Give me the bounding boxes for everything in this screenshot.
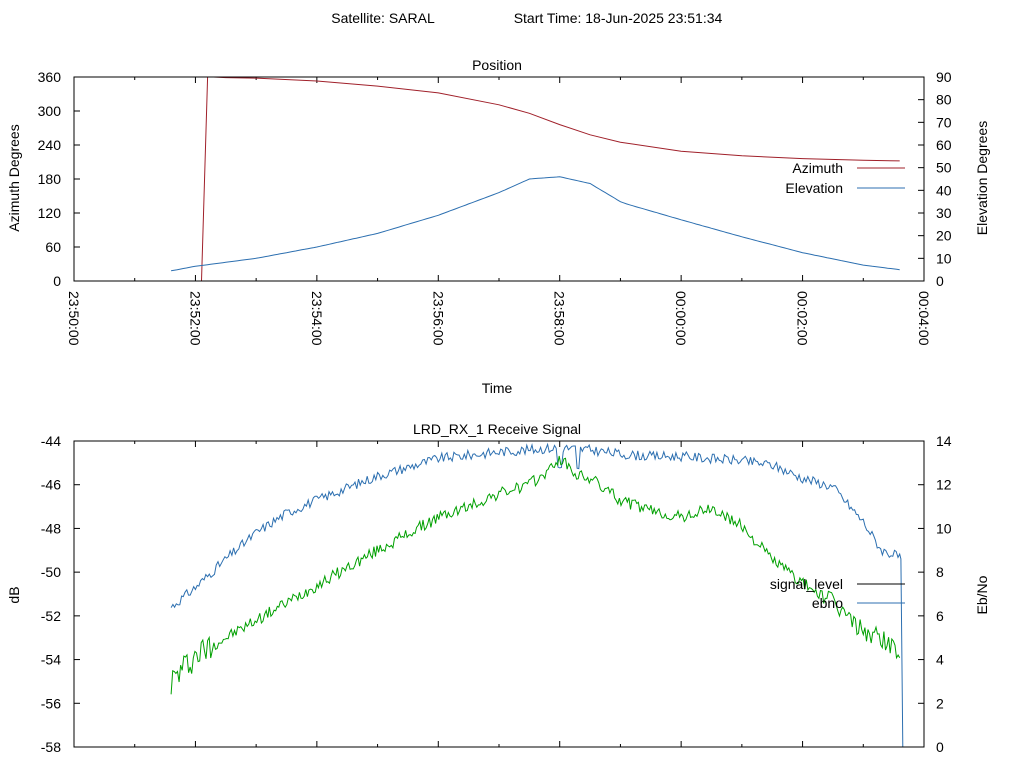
- start-time-label: Start Time: 18-Jun-2025 23:51:34: [514, 10, 723, 26]
- satellite-label: Satellite: SARAL: [331, 10, 435, 26]
- elevation-tick-label: 70: [936, 114, 952, 130]
- legend-label: Azimuth: [792, 160, 843, 176]
- time-tick-label: 23:54:00: [309, 291, 325, 346]
- receive-signal-chart: LRD_RX_1 Receive Signal dB Eb/No -58-56-…: [6, 421, 990, 755]
- legend-label: ebno: [812, 595, 843, 611]
- ebno-tick-label: 14: [936, 433, 952, 449]
- azimuth-tick-label: 360: [38, 69, 62, 85]
- receive-signal-series: [170, 442, 904, 748]
- time-axis-label: Time: [482, 380, 513, 396]
- elevation-line: [171, 176, 900, 272]
- db-tick-label: -54: [41, 652, 61, 668]
- ebno-tick-label: 12: [936, 477, 952, 493]
- azimuth-axis-label: Azimuth Degrees: [6, 124, 22, 231]
- position-plot-frame: [73, 76, 925, 282]
- db-tick-label: -58: [41, 739, 61, 755]
- ebno-tick-label: 10: [936, 520, 952, 536]
- time-tick-label: 00:02:00: [795, 291, 811, 346]
- receive-signal-plot-frame: [73, 440, 925, 748]
- time-tick-label: 00:00:00: [673, 291, 689, 346]
- elevation-tick-label: 0: [936, 273, 944, 289]
- time-tick-label: 23:50:00: [66, 291, 82, 346]
- ebno-tick-label: 6: [936, 608, 944, 624]
- receive-signal-ticks: -58 -56 -54 -52 -50 -48 -46 -44 0 2 4 6 8 10 12 14: [41, 433, 952, 755]
- time-tick-label: 00:04:00: [916, 291, 932, 346]
- azimuth-tick-label: 0: [53, 273, 61, 289]
- elevation-axis-label: Elevation Degrees: [974, 121, 990, 235]
- elevation-tick-label: 90: [936, 69, 952, 85]
- elevation-tick-label: 20: [936, 228, 952, 244]
- position-ticks: 0 60 120 180 240 300 360 0 10 20 30 40 50 60 70 80 90 23:…: [38, 69, 952, 346]
- position-title: Position: [472, 57, 522, 73]
- position-series: [171, 76, 900, 282]
- db-tick-label: -56: [41, 695, 61, 711]
- elevation-tick-label: 10: [936, 250, 952, 266]
- time-tick-label: 23:58:00: [552, 291, 568, 346]
- legend-label: signal_level: [770, 576, 843, 592]
- azimuth-tick-label: 240: [38, 137, 62, 153]
- db-tick-label: -50: [41, 564, 61, 580]
- elevation-tick-label: 40: [936, 182, 952, 198]
- elevation-tick-label: 50: [936, 160, 952, 176]
- azimuth-tick-label: 60: [45, 239, 61, 255]
- db-tick-label: -52: [41, 608, 61, 624]
- ebno-line: [170, 442, 904, 748]
- position-chart: Position Azimuth Degrees Elevation Degre…: [6, 57, 990, 396]
- db-axis-label: dB: [6, 586, 22, 603]
- azimuth-tick-label: 300: [38, 103, 62, 119]
- ebno-axis-label: Eb/No: [974, 575, 990, 614]
- db-tick-label: -46: [41, 477, 61, 493]
- time-tick-label: 23:56:00: [430, 291, 446, 346]
- ebno-tick-label: 2: [936, 695, 944, 711]
- ebno-tick-label: 0: [936, 739, 944, 755]
- green-signal-line: [170, 455, 901, 695]
- position-legend: Azimuth Elevation: [785, 160, 905, 196]
- ebno-tick-label: 4: [936, 652, 944, 668]
- ebno-tick-label: 8: [936, 564, 944, 580]
- time-tick-label: 23:52:00: [187, 291, 203, 346]
- elevation-tick-label: 30: [936, 205, 952, 221]
- receive-signal-title: LRD_RX_1 Receive Signal: [413, 421, 581, 437]
- azimuth-tick-label: 180: [38, 171, 62, 187]
- db-tick-label: -48: [41, 520, 61, 536]
- db-tick-label: -44: [41, 433, 61, 449]
- elevation-tick-label: 80: [936, 92, 952, 108]
- elevation-tick-label: 60: [936, 137, 952, 153]
- legend-label: Elevation: [785, 180, 843, 196]
- azimuth-tick-label: 120: [38, 205, 62, 221]
